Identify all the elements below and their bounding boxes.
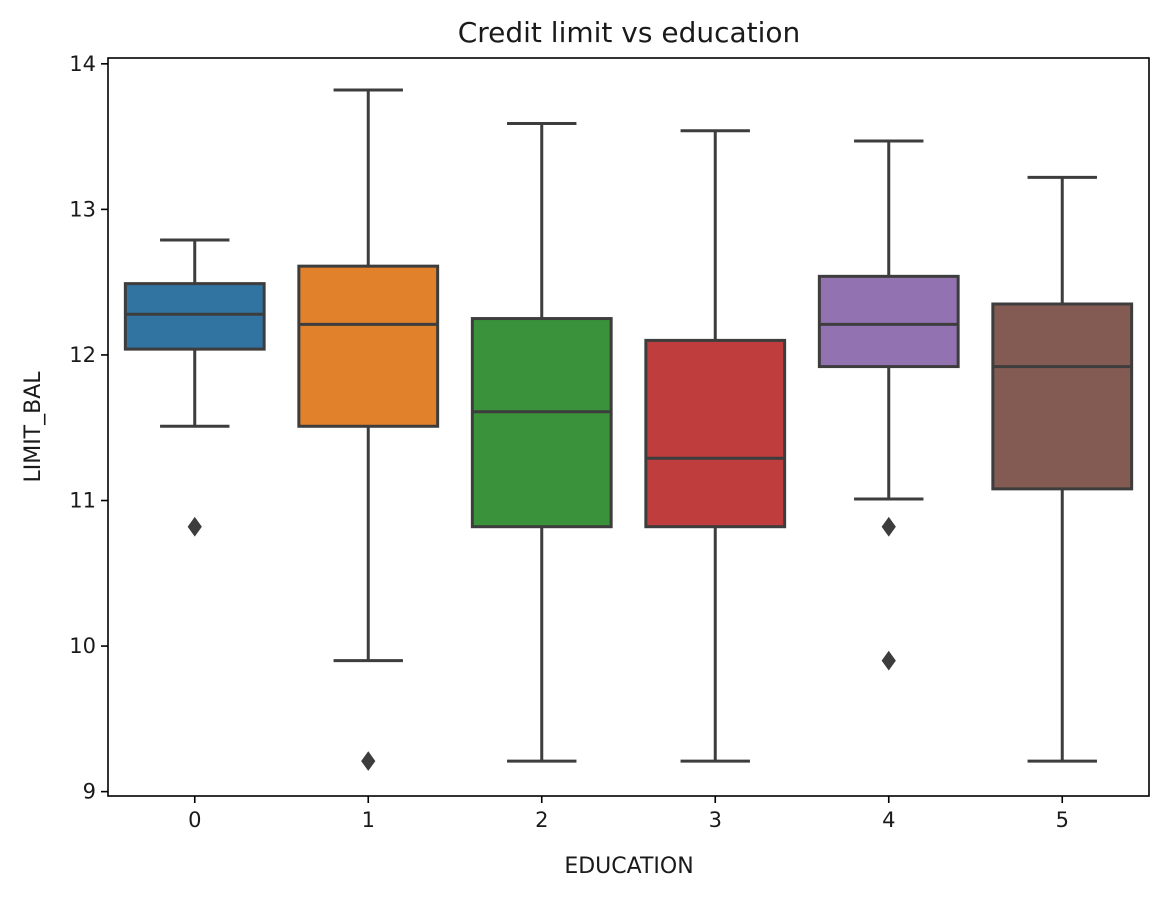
x-tick-label: 1: [362, 808, 375, 832]
y-tick-label: 12: [69, 343, 96, 367]
x-axis-ticks: 0 1 2 3 4 5: [188, 796, 1069, 832]
box-body: [297, 264, 440, 428]
y-tick-label: 11: [69, 489, 96, 513]
box-body: [991, 302, 1134, 491]
box-group-4: [817, 139, 960, 671]
box-group-0: [123, 238, 266, 537]
box-body: [644, 338, 787, 529]
outlier-point: [881, 650, 896, 671]
box-group-2: [470, 122, 613, 763]
x-tick-label: 0: [188, 808, 201, 832]
plot-frame: [107, 57, 1150, 797]
x-axis-label: EDUCATION: [564, 854, 693, 879]
outlier-point: [187, 516, 202, 537]
box-body: [470, 317, 613, 529]
y-axis-label: LIMIT_BAL: [21, 371, 46, 483]
box-body: [123, 282, 266, 351]
y-tick-label: 10: [69, 634, 96, 658]
box-group-1: [297, 88, 440, 771]
x-tick-label: 2: [535, 808, 548, 832]
x-tick-label: 5: [1056, 808, 1069, 832]
outlier-point: [881, 516, 896, 537]
y-tick-label: 9: [83, 780, 96, 804]
plot-area: [123, 88, 1134, 771]
chart-title: Credit limit vs education: [458, 16, 801, 49]
y-tick-label: 13: [69, 197, 96, 221]
box-body: [817, 274, 960, 369]
y-tick-label: 14: [69, 52, 96, 76]
x-tick-label: 3: [709, 808, 722, 832]
outlier-point: [361, 751, 376, 771]
y-axis-ticks: 9 10 11 12 13 14: [69, 52, 108, 804]
box-group-3: [644, 129, 787, 763]
box-group-5: [991, 175, 1134, 763]
x-tick-label: 4: [882, 808, 895, 832]
